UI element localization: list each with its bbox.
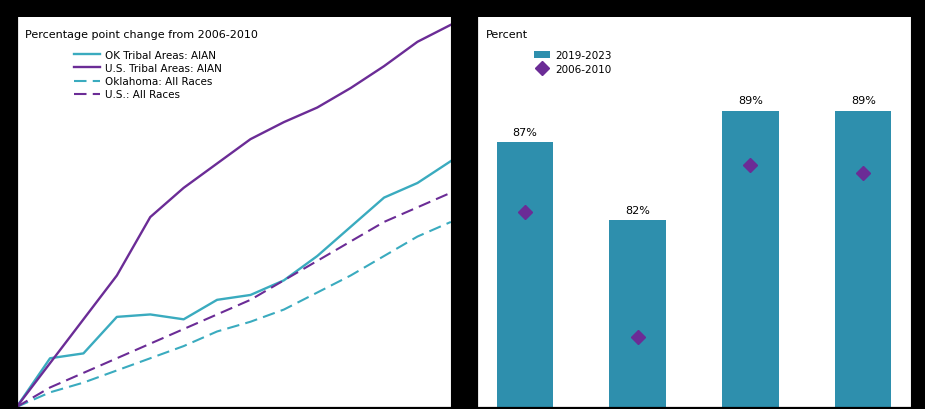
Legend: 2019-2023, 2006-2010: 2019-2023, 2006-2010 <box>535 51 611 75</box>
Bar <box>497 143 553 409</box>
Legend: OK Tribal Areas: AIAN, U.S. Tribal Areas: AIAN, Oklahoma: All Races, U.S.: All R: OK Tribal Areas: AIAN, U.S. Tribal Areas… <box>74 51 222 100</box>
Bar <box>835 112 892 409</box>
Bar <box>610 220 666 409</box>
Text: Percentage point change from 2006-2010: Percentage point change from 2006-2010 <box>25 30 258 40</box>
Text: 89%: 89% <box>738 96 763 106</box>
Text: 87%: 87% <box>512 127 537 137</box>
Text: 82%: 82% <box>625 205 650 215</box>
Text: 89%: 89% <box>851 96 876 106</box>
Text: Percent: Percent <box>486 30 528 40</box>
Bar <box>722 112 779 409</box>
